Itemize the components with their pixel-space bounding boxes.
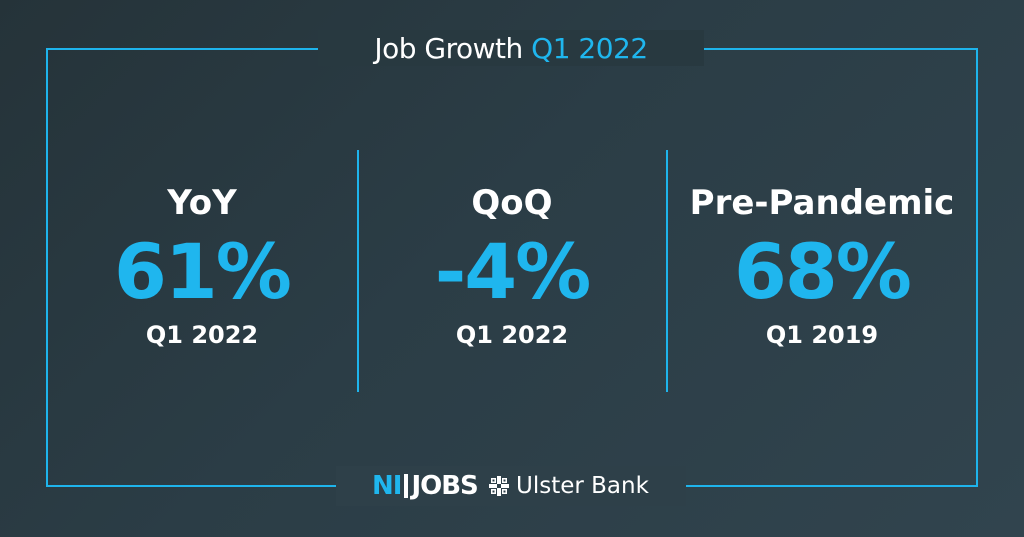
title-accent: Q1 2022 — [531, 32, 648, 65]
ulster-bank-name: Ulster Bank — [516, 473, 649, 499]
page-title: Job Growth Q1 2022 — [318, 32, 704, 65]
divider — [357, 150, 359, 392]
stat-qoq: QoQ -4% Q1 2022 — [362, 180, 662, 352]
nijobs-logo-ni: NI — [372, 471, 402, 501]
nijobs-logo-bar — [404, 474, 409, 498]
stat-value: -4% — [434, 227, 592, 316]
ulster-bank-logo: Ulster Bank — [488, 470, 649, 502]
stat-value: 68% — [734, 227, 912, 316]
stat-pre-pandemic: Pre-Pandemic 68% Q1 2019 — [672, 180, 972, 352]
stat-label: QoQ — [471, 183, 553, 223]
stat-yoy: YoY 61% Q1 2022 — [52, 180, 352, 352]
stat-period: Q1 2022 — [145, 321, 259, 349]
stat-period: Q1 2022 — [455, 321, 569, 349]
stat-label: Pre-Pandemic — [689, 183, 955, 223]
stat-period: Q1 2019 — [765, 321, 879, 349]
stat-value: 61% — [114, 227, 292, 316]
stat-label: YoY — [167, 183, 237, 223]
ulster-bank-logo-icon — [489, 476, 509, 496]
divider — [666, 150, 668, 392]
nijobs-logo-jobs: JOBS — [411, 471, 478, 501]
title-prefix: Job Growth — [374, 32, 523, 65]
nijobs-logo: NI JOBS — [372, 470, 479, 502]
